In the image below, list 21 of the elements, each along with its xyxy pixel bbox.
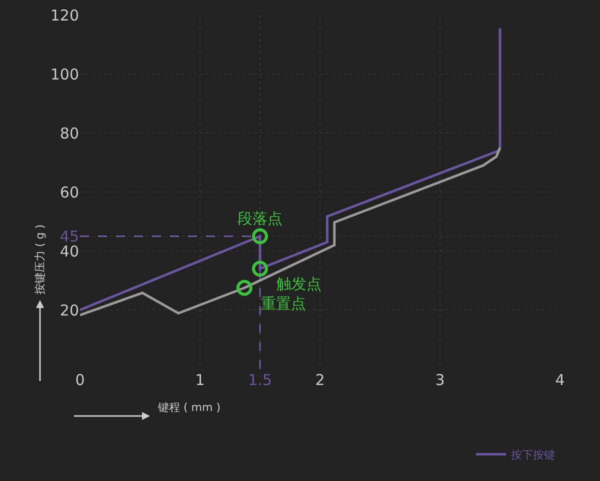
line-series bbox=[80, 146, 502, 316]
x-tick-label: 0 bbox=[75, 371, 85, 389]
x-tick-label: 1 bbox=[195, 371, 205, 389]
x-tick-label: 4 bbox=[555, 371, 565, 389]
data-label: 重置点 bbox=[254, 294, 314, 312]
x-axis-title: 键程 ( mm ) bbox=[157, 401, 221, 414]
y-tick-label: 80 bbox=[60, 124, 79, 142]
point bbox=[252, 228, 268, 244]
y-tick-label: 20 bbox=[60, 301, 79, 320]
x-tick-label: 1.5 bbox=[248, 371, 272, 389]
y-tick-label: 100 bbox=[50, 65, 79, 84]
data-label: 段落点 bbox=[230, 209, 290, 228]
x-tick-label: 3 bbox=[435, 371, 445, 389]
point bbox=[236, 280, 252, 296]
y-axis-title: 按键压力 ( g ) bbox=[34, 224, 47, 294]
data-label: 触发点 bbox=[269, 275, 330, 294]
y-tick-label: 120 bbox=[50, 6, 79, 24]
point bbox=[252, 260, 268, 277]
legend-label: 按下按键 bbox=[511, 448, 555, 462]
y-tick-label: 60 bbox=[60, 183, 79, 202]
x-tick-label: 2 bbox=[315, 371, 325, 389]
